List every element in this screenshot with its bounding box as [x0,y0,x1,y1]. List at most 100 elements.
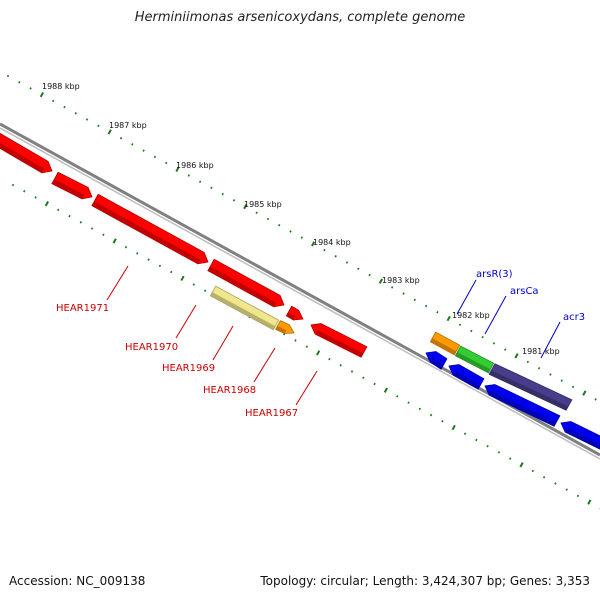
red-leader-lines [106,265,318,406]
gene-arrow-hear-a [0,132,53,174]
lower-tick-track [11,183,600,510]
gene-hear1968-shade [315,330,364,358]
ruler-tick [210,186,213,190]
ruler-label: 1983 kbp [382,276,420,285]
ruler-label: 1987 kbp [109,121,147,130]
ruler-tick [18,80,21,84]
ruler-tick [350,370,354,373]
ruler-tick [396,395,399,398]
ruler-label: 1982 kbp [452,311,490,320]
ruler-tick [463,432,467,435]
ruler-tick [514,353,519,359]
ruler-tick [39,91,44,98]
ruler-tick [74,112,77,115]
ruler-tick [424,304,428,308]
gene-arsca-shade [455,352,491,373]
ruler-tick [175,166,180,172]
gene-arsr3-shade [430,338,457,355]
ruler-tick [289,230,292,233]
ruler-tick [509,457,512,460]
ruler-tick [255,211,258,215]
accession-text: Accession: NC_009138 [9,574,146,588]
ruler-tick [300,236,303,239]
ruler-tick [402,292,405,295]
ruler-tick [153,155,157,159]
ruler-tick [451,424,456,431]
ruler-tick [44,200,49,207]
upper-tick-track [6,74,597,401]
gene-hear1970 [209,285,280,331]
ruler-tick [142,149,145,152]
gene-arrow-hear1971 [91,193,209,265]
gene-acr3-shade [489,370,569,411]
gene-label-hear1970: HEAR1970 [125,342,178,353]
ruler-tick [278,223,281,227]
ruler-tick [187,174,190,177]
ruler-tick [481,335,484,339]
ruler-tick [63,105,66,109]
ruler-tick [232,199,236,202]
ruler-label: 1985 kbp [244,200,282,209]
ruler-tick [357,267,360,271]
ruler-tick [526,360,530,364]
ruler-tick [407,401,410,404]
gene-label-arsr3: arsR(3) [476,269,513,280]
backbone-line-shadow [0,127,600,460]
leader-hear1969 [212,325,234,361]
ruler-tick [29,87,32,90]
ruler-tick [107,129,112,135]
ruler-tick [158,264,162,268]
ruler-labels: 1988 kbp 1987 kbp 1986 kbp 1985 kbp 1984 kbp… [42,82,560,356]
gene-arrow-blue-d-shade [565,428,600,450]
ruler-label: 1988 kbp [42,82,80,91]
ruler-tick [565,488,568,491]
ruler-tick [68,214,71,218]
ruler-tick [475,438,478,442]
ruler-tick [413,298,416,302]
ruler-tick [492,342,496,345]
ruler-tick [165,161,168,165]
ruler-tick [594,398,597,401]
topology-text: Topology: circular; Length: 3,424,307 bp… [260,574,590,588]
ruler-tick [124,245,128,249]
ruler-tick [486,444,489,448]
ruler-tick [339,364,342,367]
ruler-tick [305,345,308,348]
map-title: Herminiimonas arsenicoxydans, complete g… [134,10,466,25]
ruler-label: 1981 kbp [522,347,560,356]
ruler-tick [90,227,94,230]
ruler-tick [345,261,349,264]
ruler-tick [458,323,462,326]
ruler-tick [198,180,202,183]
gene-arrow-hear-a-shade [0,142,45,173]
gene-label-hear1967: HEAR1967 [245,408,298,419]
ruler-tick [504,348,507,351]
ruler-tick [576,494,580,498]
gene-arrow-hear-b [51,171,93,200]
gene-arrow-blue-b [448,364,485,390]
ruler-tick [537,366,541,370]
ruler-tick [34,196,37,199]
gene-arrow-blue-b-shade [453,371,481,390]
ruler-tick [97,124,100,128]
ruler-tick [119,136,123,140]
ruler-tick [560,379,563,382]
gene-label-hear1971: HEAR1971 [56,303,109,314]
ruler-tick [383,387,388,393]
ruler-tick [221,192,224,196]
gene-arrow-blue-a-shade [430,358,444,370]
gene-arrow-hear-a-body [0,132,53,174]
ruler-tick [368,273,371,277]
gene-arrow-blue-c [484,384,561,427]
gene-label-acr3: acr3 [563,312,585,323]
ruler-tick [429,413,433,417]
gene-arrow-blue-c-shade [489,391,557,427]
gene-arrow-hear1970-red-body [207,258,285,308]
ruler-tick [266,217,270,221]
ruler-tick [531,469,535,473]
gene-arrow-hear1970-red-shade [207,266,277,307]
gene-arsca [454,345,495,374]
leader-hear1968 [253,347,276,383]
gene-acr3 [488,363,573,411]
gene-arrow-hear-b-shade [51,179,85,199]
